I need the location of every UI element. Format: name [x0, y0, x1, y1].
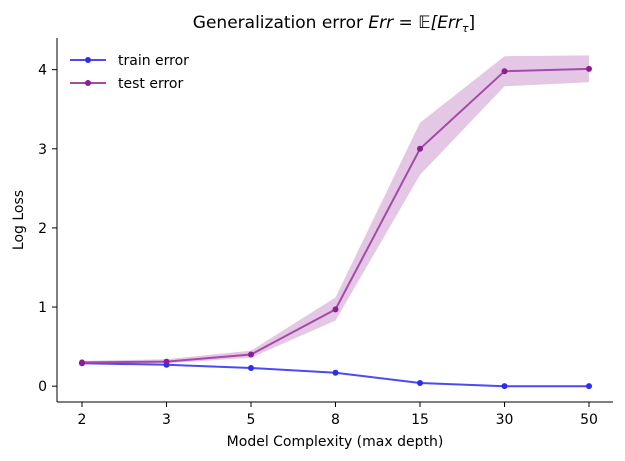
- x-ticks: 2 3 5 8 15 30 50: [78, 402, 598, 428]
- train-error-point: [248, 364, 254, 371]
- y-tick-label: 0: [38, 379, 47, 395]
- chart-title: Generalization error Err = 𝔼[Errτ]: [193, 13, 475, 35]
- confidence-bands: [82, 55, 589, 365]
- series-lines: [81, 67, 590, 388]
- x-tick-label: 8: [331, 412, 340, 428]
- x-tick-label: 3: [162, 412, 171, 428]
- test-error-confidence-band: [82, 55, 589, 365]
- test-error-point: [586, 65, 592, 72]
- y-tick-label: 2: [38, 221, 47, 237]
- test-error-point: [79, 359, 85, 366]
- axes: [56, 38, 613, 403]
- y-ticks: 0 1 2 3 4: [38, 63, 57, 395]
- legend-marker-test-error: [85, 80, 91, 86]
- train-error-point: [417, 380, 423, 387]
- y-axis-label: Log Loss: [11, 190, 27, 250]
- test-error-point: [163, 358, 170, 365]
- train-error-point: [501, 383, 508, 390]
- legend-marker-train-error: [85, 57, 91, 63]
- test-error-point: [332, 306, 339, 313]
- x-tick-label: 30: [496, 412, 514, 428]
- test-error-point: [417, 145, 423, 152]
- x-tick-label: 2: [78, 412, 87, 428]
- test-error-point: [248, 351, 254, 358]
- x-tick-label: 50: [580, 412, 598, 428]
- legend: train error test error: [70, 53, 189, 92]
- y-tick-label: 3: [38, 142, 47, 158]
- y-tick-label: 4: [38, 63, 47, 79]
- train-error-point: [332, 369, 339, 376]
- x-tick-label: 5: [247, 412, 256, 428]
- x-tick-label: 15: [411, 412, 429, 428]
- x-axis-label: Model Complexity (max depth): [227, 434, 444, 450]
- test-error-point: [501, 68, 508, 75]
- train-error-point: [586, 383, 592, 390]
- legend-label-train-error: train error: [118, 53, 189, 69]
- y-tick-label: 1: [38, 300, 47, 316]
- legend-label-test-error: test error: [118, 76, 183, 92]
- series-markers: [79, 65, 592, 390]
